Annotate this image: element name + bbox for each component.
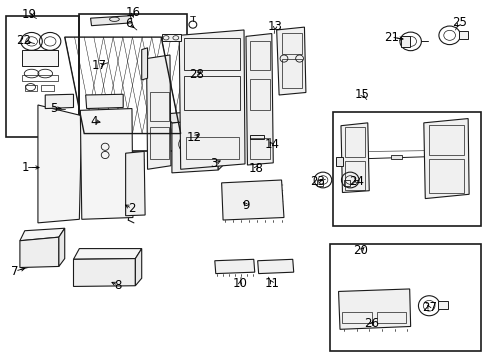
Polygon shape	[91, 16, 132, 26]
Text: 27: 27	[422, 301, 437, 314]
Text: 15: 15	[354, 88, 369, 101]
Polygon shape	[135, 249, 142, 286]
Bar	[22, 50, 58, 66]
Bar	[391, 155, 402, 159]
Bar	[22, 75, 58, 81]
Bar	[438, 301, 448, 309]
Text: 26: 26	[364, 317, 379, 330]
Bar	[250, 138, 270, 158]
Bar	[344, 180, 350, 186]
Bar	[282, 33, 302, 54]
Text: 20: 20	[353, 244, 368, 257]
Polygon shape	[277, 27, 306, 95]
Text: 11: 11	[265, 277, 280, 290]
Text: 13: 13	[268, 20, 283, 33]
Text: 1: 1	[22, 161, 29, 174]
Bar	[41, 85, 53, 91]
Text: 14: 14	[264, 139, 279, 152]
Text: 28: 28	[189, 68, 204, 81]
Bar	[186, 137, 239, 159]
Text: 5: 5	[50, 102, 58, 115]
Text: 25: 25	[452, 16, 467, 29]
Bar	[150, 127, 169, 159]
Text: 4: 4	[90, 114, 98, 127]
Polygon shape	[147, 55, 171, 169]
Bar	[250, 135, 265, 139]
Text: 23: 23	[310, 175, 324, 188]
Bar	[345, 127, 365, 157]
Polygon shape	[142, 48, 147, 80]
Bar	[429, 158, 464, 193]
Bar	[343, 312, 372, 323]
Polygon shape	[20, 228, 65, 241]
Bar	[317, 180, 323, 186]
Polygon shape	[74, 258, 135, 287]
Polygon shape	[339, 289, 411, 329]
Text: 2: 2	[128, 202, 136, 215]
Text: 19: 19	[22, 8, 37, 21]
Polygon shape	[172, 119, 218, 173]
Polygon shape	[246, 33, 273, 165]
Polygon shape	[86, 94, 123, 109]
Text: 9: 9	[242, 198, 250, 212]
Polygon shape	[215, 259, 255, 274]
Polygon shape	[341, 123, 369, 193]
Bar	[79, 14, 187, 152]
Polygon shape	[221, 180, 284, 220]
Polygon shape	[59, 228, 65, 266]
Bar	[336, 157, 343, 166]
Bar	[282, 59, 302, 88]
Bar	[6, 16, 79, 137]
Text: 16: 16	[125, 6, 141, 19]
Polygon shape	[258, 259, 294, 274]
Polygon shape	[165, 111, 218, 123]
Bar	[460, 31, 468, 39]
Bar	[376, 312, 406, 323]
Bar	[401, 36, 410, 47]
Bar	[429, 125, 464, 155]
Text: 17: 17	[91, 59, 106, 72]
Text: 10: 10	[233, 277, 247, 290]
Bar	[184, 38, 240, 70]
Text: 21: 21	[384, 31, 399, 44]
Polygon shape	[20, 237, 59, 267]
Bar	[330, 244, 481, 351]
Text: 3: 3	[210, 157, 218, 170]
Text: 8: 8	[115, 279, 122, 292]
Polygon shape	[125, 152, 145, 216]
Text: 22: 22	[16, 34, 31, 47]
Polygon shape	[74, 249, 142, 259]
Text: 24: 24	[349, 175, 365, 188]
Polygon shape	[179, 30, 245, 169]
Bar	[150, 93, 169, 121]
Polygon shape	[218, 113, 225, 170]
Bar	[345, 161, 365, 190]
Bar	[25, 85, 37, 91]
Bar	[250, 41, 270, 70]
Polygon shape	[38, 105, 82, 223]
Text: 6: 6	[125, 17, 133, 30]
Polygon shape	[424, 118, 469, 199]
Polygon shape	[45, 94, 74, 109]
Text: 18: 18	[248, 162, 263, 175]
Polygon shape	[80, 109, 133, 219]
Bar	[333, 112, 481, 226]
Bar	[162, 34, 181, 41]
Text: 7: 7	[11, 265, 19, 278]
Text: 12: 12	[187, 131, 202, 144]
Bar	[250, 79, 270, 111]
Bar	[184, 76, 240, 111]
